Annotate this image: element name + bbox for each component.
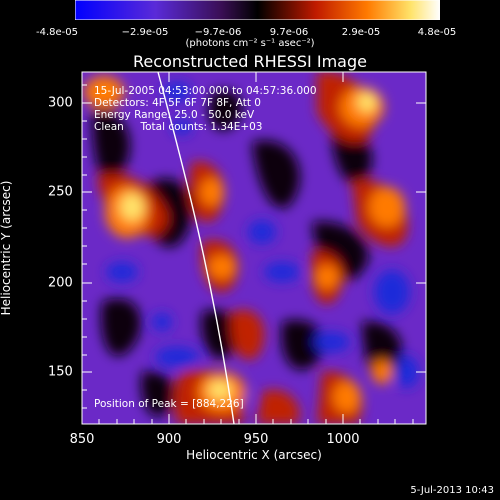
colorbar-tick: 9.7e-06 (269, 27, 309, 38)
x-tick-label: 950 (243, 432, 269, 447)
peak-position: Position of Peak = [884,226] (94, 398, 244, 410)
observation-info: 15-Jul-2005 04:53:00.000 to 04:57:36.000… (94, 85, 317, 133)
y-tick-label: 250 (48, 184, 73, 200)
colorbar (74, 0, 441, 21)
y-tick-label: 300 (48, 95, 73, 111)
x-tick-label: 850 (69, 432, 95, 447)
info-energy-range: Energy Range: 25.0 - 50.0 keV (94, 109, 255, 121)
rhessi-image: 15-Jul-2005 04:53:00.000 to 04:57:36.000… (82, 72, 426, 424)
footer-timestamp: 5-Jul-2013 10:43 (410, 485, 494, 496)
x-tick-label: 1000 (326, 432, 360, 447)
info-time-range: 15-Jul-2005 04:53:00.000 to 04:57:36.000 (94, 85, 317, 97)
x-axis-label: Heliocentric X (arcsec) (186, 448, 322, 462)
colorbar-tick: 2.9e-05 (341, 27, 381, 38)
info-clean-total-counts: Clean Total counts: 1.34E+03 (94, 121, 263, 133)
colorbar-tick: 4.8e-05 (417, 27, 457, 38)
colorbar-units: (photons cm⁻² s⁻¹ asec⁻²) (185, 38, 315, 49)
x-tick-label: 900 (156, 432, 182, 447)
y-tick-label: 200 (48, 275, 73, 291)
colorbar-tick: −9.7e-06 (194, 27, 242, 38)
y-tick-label: 150 (48, 364, 73, 380)
plot-title: Reconstructed RHESSI Image (133, 52, 367, 71)
colorbar-tick: -4.8e-05 (36, 27, 78, 38)
y-axis-label: Heliocentric Y (arcsec) (0, 180, 13, 316)
colorbar-tick: −2.9e-05 (121, 27, 169, 38)
info-detectors: Detectors: 4F 5F 6F 7F 8F, Att 0 (94, 97, 261, 109)
